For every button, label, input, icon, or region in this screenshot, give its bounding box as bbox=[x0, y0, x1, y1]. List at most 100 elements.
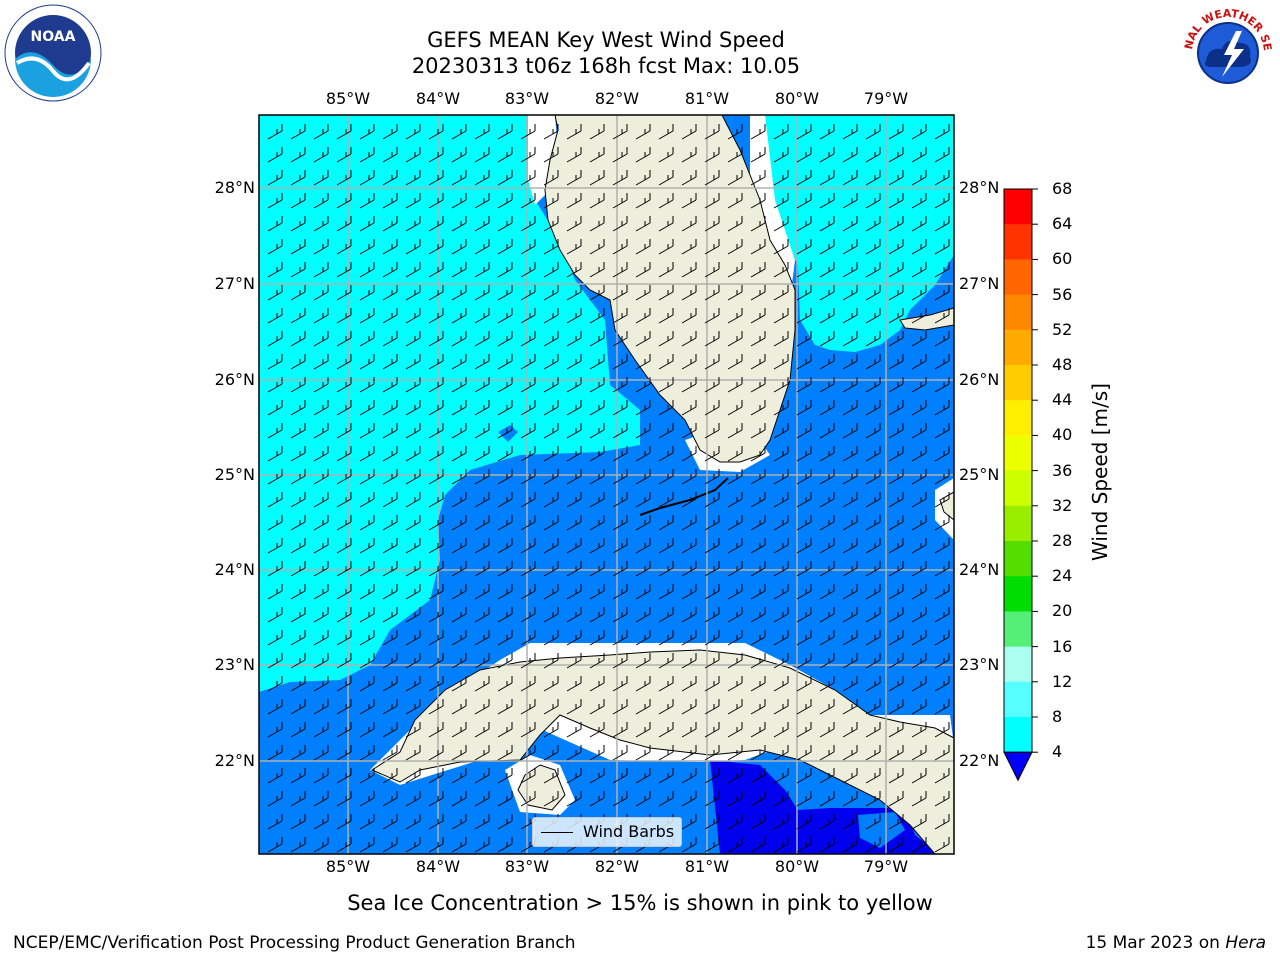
wind-barb bbox=[267, 216, 283, 232]
wind-barb bbox=[842, 584, 858, 600]
wind-barb bbox=[819, 400, 835, 416]
wind-barb bbox=[313, 193, 329, 209]
chart-title: GEFS MEAN Key West Wind Speed bbox=[427, 28, 785, 52]
wind-barb bbox=[520, 584, 536, 600]
wind-barb bbox=[842, 653, 858, 669]
wind-barb bbox=[819, 722, 835, 738]
wind-barb bbox=[451, 607, 467, 623]
colorbar-tick-label: 16 bbox=[1052, 636, 1073, 656]
map-frame bbox=[258, 114, 955, 855]
wind-barb bbox=[267, 239, 283, 255]
wind-barb bbox=[428, 239, 444, 255]
wind-barb bbox=[520, 515, 536, 531]
wind-barb bbox=[911, 147, 927, 163]
lon-label-bottom: 83°W bbox=[504, 857, 550, 876]
wind-barb bbox=[727, 607, 743, 623]
wind-barb bbox=[313, 492, 329, 508]
wind-barb bbox=[267, 170, 283, 186]
wind-barb bbox=[773, 193, 789, 209]
wind-barb bbox=[750, 377, 766, 393]
wind-barb bbox=[750, 561, 766, 577]
wind-barb bbox=[543, 791, 559, 807]
wind-barb bbox=[474, 354, 490, 370]
wind-barb bbox=[359, 768, 375, 784]
wind-barb bbox=[589, 377, 605, 393]
wind-barb bbox=[474, 653, 490, 669]
lat-label-left: 25°N bbox=[214, 465, 255, 484]
wind-barb bbox=[750, 699, 766, 715]
wind-barb bbox=[612, 423, 628, 439]
wind-barb bbox=[865, 653, 881, 669]
wind-barb bbox=[451, 423, 467, 439]
wind-barb bbox=[704, 124, 720, 140]
wind-barb bbox=[612, 193, 628, 209]
wind-barb bbox=[359, 147, 375, 163]
wind-barb bbox=[589, 308, 605, 324]
wind-barb bbox=[359, 745, 375, 761]
wind-barb bbox=[934, 607, 950, 623]
wind-barb bbox=[727, 170, 743, 186]
wind-barb bbox=[612, 607, 628, 623]
wind-barb bbox=[704, 308, 720, 324]
wind-barb bbox=[635, 584, 651, 600]
wind-barb bbox=[911, 538, 927, 554]
wind-barb bbox=[451, 768, 467, 784]
wind-barb bbox=[382, 515, 398, 531]
wind-barb bbox=[842, 446, 858, 462]
colorbar-segment bbox=[1004, 611, 1032, 648]
wind-barb bbox=[543, 239, 559, 255]
colorbar-segment bbox=[1004, 576, 1032, 612]
wind-barb bbox=[290, 699, 306, 715]
wind-barb bbox=[842, 377, 858, 393]
wind-barb bbox=[819, 492, 835, 508]
wind-barb bbox=[267, 722, 283, 738]
wind-barb bbox=[474, 699, 490, 715]
wind-barb bbox=[497, 814, 513, 830]
lat-label-left: 22°N bbox=[214, 751, 255, 770]
wind-barb bbox=[451, 400, 467, 416]
wind-barb bbox=[451, 285, 467, 301]
wind-barb bbox=[888, 837, 904, 853]
wind-barb bbox=[773, 814, 789, 830]
wind-barb bbox=[934, 515, 950, 531]
wind-barb bbox=[589, 699, 605, 715]
wind-barb bbox=[796, 538, 812, 554]
wind-barb bbox=[336, 170, 352, 186]
footer-right: 15 Mar 2023 on Hera bbox=[1086, 933, 1266, 953]
wind-barb bbox=[382, 124, 398, 140]
wind-barb bbox=[934, 400, 950, 416]
wind-barb bbox=[796, 814, 812, 830]
wind-barb bbox=[543, 216, 559, 232]
wind-barb bbox=[428, 837, 444, 853]
wind-barb bbox=[589, 515, 605, 531]
wind-barb bbox=[497, 239, 513, 255]
wind-barb bbox=[612, 124, 628, 140]
wind-barb bbox=[267, 262, 283, 278]
wind-barb bbox=[589, 193, 605, 209]
wind-barb bbox=[612, 147, 628, 163]
wind-barb bbox=[474, 768, 490, 784]
wind-barb bbox=[911, 170, 927, 186]
colorbar-segment bbox=[1004, 189, 1032, 225]
wind-barb bbox=[290, 216, 306, 232]
lat-label-left: 26°N bbox=[214, 370, 255, 389]
wind-barb bbox=[451, 331, 467, 347]
light-wind-region-west bbox=[259, 115, 640, 692]
wind-barb bbox=[543, 607, 559, 623]
wind-barb bbox=[934, 331, 950, 347]
wind-barb bbox=[543, 377, 559, 393]
wind-barb bbox=[888, 676, 904, 692]
wind-barb bbox=[428, 354, 444, 370]
wind-barb bbox=[681, 791, 697, 807]
wind-barb bbox=[727, 423, 743, 439]
wind-barb bbox=[612, 377, 628, 393]
wind-barb bbox=[865, 515, 881, 531]
wind-barb bbox=[612, 768, 628, 784]
wind-barb bbox=[382, 147, 398, 163]
wind-barb bbox=[359, 561, 375, 577]
wind-barb bbox=[497, 446, 513, 462]
wind-barb bbox=[750, 331, 766, 347]
wind-barb bbox=[382, 722, 398, 738]
wind-barb bbox=[313, 607, 329, 623]
wind-barb bbox=[888, 814, 904, 830]
